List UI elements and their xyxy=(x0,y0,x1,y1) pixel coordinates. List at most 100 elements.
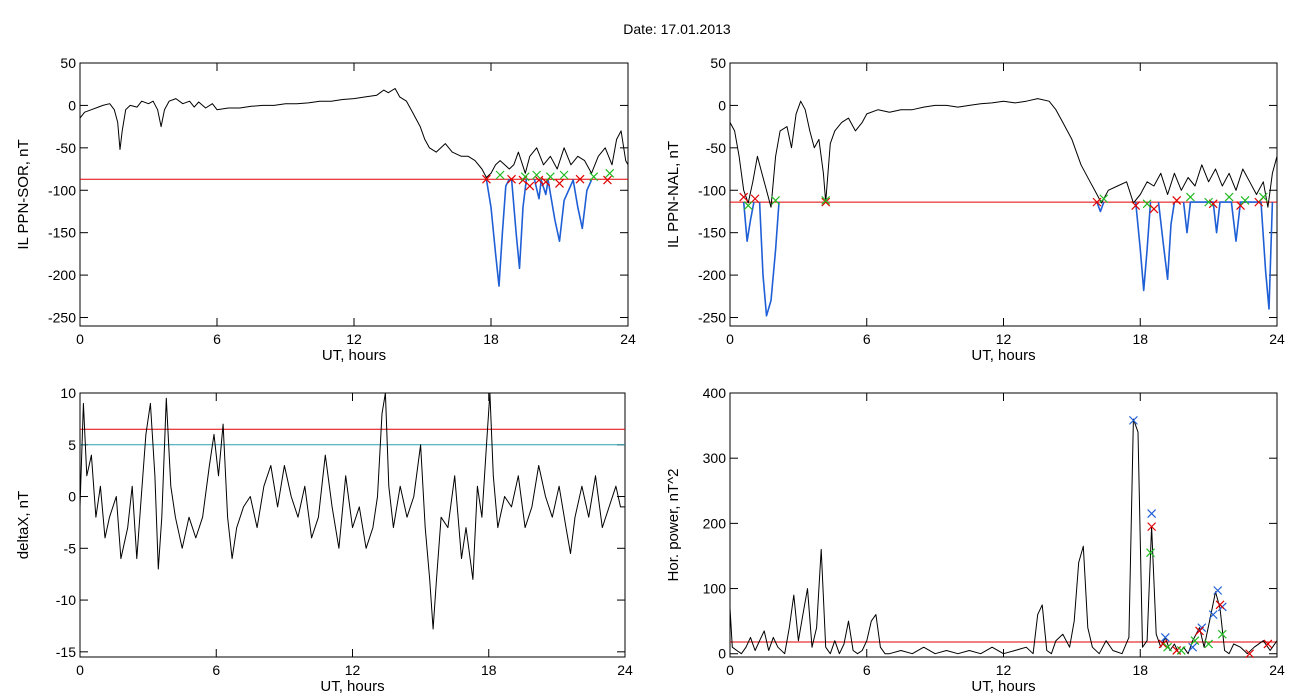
data-series-line xyxy=(79,88,629,178)
x-tick-label: 0 xyxy=(76,331,84,347)
x-marker xyxy=(1163,642,1173,652)
highlight-series-line xyxy=(1157,201,1176,281)
x-marker xyxy=(525,181,535,191)
x-tick-label: 12 xyxy=(996,662,1012,678)
y-tick-label: -100 xyxy=(48,182,76,198)
x-marker xyxy=(1213,586,1223,595)
page-title: Date: 17.01.2013 xyxy=(623,21,731,37)
highlight-series-line xyxy=(1096,201,1105,213)
y-tick-label: -50 xyxy=(56,140,76,156)
x-marker xyxy=(603,175,612,185)
x-axis-label: UT, hours xyxy=(971,347,1035,364)
highlight-series-line xyxy=(510,179,528,270)
y-tick-label: 50 xyxy=(60,55,76,71)
x-marker xyxy=(1263,639,1273,649)
x-marker xyxy=(589,172,599,182)
y-axis-label: IL PPN-SOR, nT xyxy=(15,139,32,249)
y-axis-label: deltaX, nT xyxy=(15,491,32,559)
x-marker xyxy=(1217,629,1227,639)
x-tick-label: 24 xyxy=(1269,662,1285,678)
data-series-line xyxy=(729,98,1278,208)
plot-frame xyxy=(729,62,1278,327)
y-tick-label: 100 xyxy=(703,581,727,597)
x-marker xyxy=(821,196,831,205)
x-marker xyxy=(1142,199,1152,209)
y-tick-label: -10 xyxy=(56,592,76,608)
x-marker xyxy=(1099,194,1109,204)
y-tick-label: -150 xyxy=(48,225,76,241)
y-tick-label: 50 xyxy=(710,55,726,71)
x-marker xyxy=(545,172,555,182)
highlight-series-line xyxy=(1134,202,1152,292)
chart-il-sor: 0 6 12 18 24 -250 -200 -150 -100 -50 0 50 UT, hours I… xyxy=(15,55,636,364)
x-marker xyxy=(1215,600,1225,610)
x-marker xyxy=(605,168,615,178)
x-axis-label: UT, hours xyxy=(322,347,386,364)
y-tick-label: 0 xyxy=(718,646,726,662)
x-marker xyxy=(482,174,491,184)
x-marker xyxy=(1208,610,1218,620)
x-marker xyxy=(1172,196,1182,205)
chart-hor-power: 0 6 12 18 24 0 100 200 300 400 UT, hours Hor. power… xyxy=(665,385,1285,695)
highlight-series-line xyxy=(485,178,511,287)
x-marker xyxy=(1149,204,1159,214)
y-tick-label: 0 xyxy=(68,97,76,113)
x-marker xyxy=(1245,649,1255,659)
y-tick-label: 400 xyxy=(703,385,727,401)
y-tick-label: 5 xyxy=(68,437,76,453)
x-marker xyxy=(1204,197,1214,207)
plot-frame xyxy=(729,392,1278,658)
y-tick-label: -250 xyxy=(48,310,76,326)
x-tick-label: 18 xyxy=(481,662,497,678)
x-marker xyxy=(1185,192,1195,202)
x-marker xyxy=(1176,646,1186,655)
highlight-series-line xyxy=(1182,201,1274,310)
x-tick-label: 24 xyxy=(620,331,636,347)
x-tick-label: 6 xyxy=(863,331,871,347)
x-marker xyxy=(1146,548,1155,558)
y-tick-label: 200 xyxy=(703,515,727,531)
x-tick-label: 12 xyxy=(345,662,361,678)
x-tick-label: 0 xyxy=(76,662,84,678)
x-axis-label: UT, hours xyxy=(971,678,1035,695)
x-marker xyxy=(1190,636,1200,646)
x-tick-label: 6 xyxy=(863,662,871,678)
x-marker xyxy=(1172,646,1182,655)
y-tick-label: -50 xyxy=(706,140,726,156)
x-tick-label: 18 xyxy=(1132,662,1148,678)
x-marker xyxy=(1158,639,1168,649)
x-marker xyxy=(1224,192,1234,202)
x-marker xyxy=(743,201,753,210)
y-tick-label: -5 xyxy=(64,540,77,556)
y-tick-label: -250 xyxy=(698,310,726,326)
x-marker xyxy=(495,170,505,180)
x-marker xyxy=(532,170,542,180)
highlight-series-line xyxy=(758,202,780,317)
x-tick-label: 0 xyxy=(726,331,734,347)
x-marker xyxy=(520,172,530,182)
x-tick-label: 12 xyxy=(996,331,1012,347)
y-tick-label: 0 xyxy=(68,489,76,505)
x-tick-label: 24 xyxy=(1269,331,1285,347)
y-axis-label: IL PPN-NAL, nT xyxy=(665,141,682,248)
y-tick-label: 0 xyxy=(718,97,726,113)
y-tick-label: 10 xyxy=(60,385,76,401)
y-tick-label: -200 xyxy=(698,267,726,283)
x-tick-label: 6 xyxy=(213,331,221,347)
x-tick-label: 6 xyxy=(212,662,220,678)
x-marker xyxy=(1188,642,1198,652)
x-marker xyxy=(739,192,749,202)
x-marker xyxy=(1147,509,1157,519)
chart-il-nal: 0 6 12 18 24 -250 -200 -150 -100 -50 0 50 UT, hours I… xyxy=(665,55,1285,364)
x-marker xyxy=(555,179,564,188)
y-tick-label: -200 xyxy=(48,267,76,283)
chart-deltax: 0 6 12 18 24 -15 -10 -5 0 5 10 UT, hours deltaX, nT xyxy=(15,385,633,695)
x-marker xyxy=(821,197,831,207)
x-marker xyxy=(1240,196,1250,205)
x-tick-label: 18 xyxy=(1132,331,1148,347)
x-tick-label: 18 xyxy=(483,331,499,347)
y-tick-label: -100 xyxy=(698,182,726,198)
x-axis-label: UT, hours xyxy=(320,678,384,695)
x-marker xyxy=(534,175,544,185)
